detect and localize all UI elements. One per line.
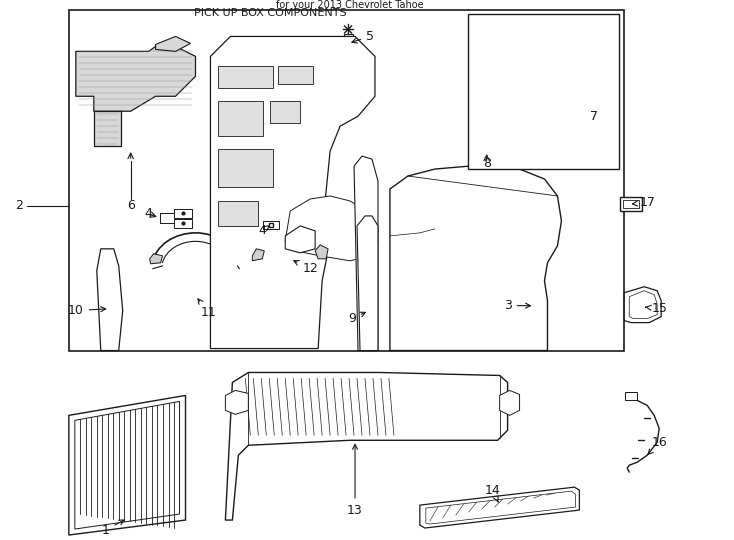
Polygon shape bbox=[156, 36, 191, 51]
Bar bbox=[219, 102, 264, 136]
Text: PICK UP BOX COMPONENTS: PICK UP BOX COMPONENTS bbox=[194, 8, 346, 17]
Bar bbox=[623, 200, 639, 208]
Text: 4: 4 bbox=[145, 207, 153, 220]
Text: 12: 12 bbox=[294, 261, 318, 275]
Bar bbox=[468, 14, 619, 169]
Text: 17: 17 bbox=[633, 197, 655, 210]
Polygon shape bbox=[390, 166, 562, 350]
Polygon shape bbox=[75, 401, 180, 529]
Text: 11: 11 bbox=[198, 299, 217, 319]
Text: 5: 5 bbox=[352, 30, 374, 43]
Polygon shape bbox=[225, 373, 508, 520]
Text: 10: 10 bbox=[68, 304, 106, 317]
Polygon shape bbox=[150, 254, 163, 264]
Bar bbox=[620, 197, 642, 211]
Bar bbox=[529, 82, 537, 106]
Bar bbox=[219, 149, 273, 187]
Polygon shape bbox=[420, 487, 579, 528]
Polygon shape bbox=[495, 17, 512, 156]
Bar bbox=[515, 71, 526, 111]
Bar bbox=[344, 35, 353, 50]
Polygon shape bbox=[315, 245, 328, 259]
Polygon shape bbox=[624, 287, 661, 322]
Bar bbox=[69, 10, 624, 350]
Text: 2: 2 bbox=[15, 199, 23, 212]
Polygon shape bbox=[354, 156, 378, 350]
Polygon shape bbox=[629, 291, 657, 319]
Text: 15: 15 bbox=[646, 302, 667, 315]
Text: 4: 4 bbox=[258, 225, 269, 238]
Polygon shape bbox=[97, 249, 123, 350]
Polygon shape bbox=[500, 390, 520, 415]
Bar bbox=[270, 102, 300, 123]
Bar bbox=[278, 66, 313, 84]
Text: for your 2013 Chevrolet Tahoe: for your 2013 Chevrolet Tahoe bbox=[276, 0, 424, 10]
Polygon shape bbox=[357, 216, 378, 350]
Polygon shape bbox=[76, 46, 195, 111]
Polygon shape bbox=[286, 196, 378, 261]
Text: 16: 16 bbox=[648, 436, 667, 454]
Text: 6: 6 bbox=[127, 199, 134, 212]
Text: 13: 13 bbox=[347, 444, 363, 517]
Text: 14: 14 bbox=[484, 484, 501, 502]
Bar bbox=[173, 209, 192, 218]
Polygon shape bbox=[94, 111, 120, 146]
Polygon shape bbox=[426, 491, 575, 524]
Polygon shape bbox=[211, 36, 375, 348]
Bar bbox=[219, 201, 258, 226]
Polygon shape bbox=[472, 17, 492, 163]
Bar bbox=[542, 106, 548, 124]
Text: 3: 3 bbox=[504, 299, 531, 312]
Polygon shape bbox=[225, 390, 248, 414]
Bar bbox=[219, 66, 273, 89]
Text: 9: 9 bbox=[348, 312, 366, 325]
Text: 1: 1 bbox=[102, 520, 124, 537]
Text: 7: 7 bbox=[590, 110, 598, 123]
Polygon shape bbox=[252, 249, 264, 261]
Polygon shape bbox=[286, 226, 315, 253]
Bar bbox=[173, 219, 192, 228]
Text: 8: 8 bbox=[483, 157, 490, 170]
Polygon shape bbox=[69, 395, 186, 535]
Bar bbox=[264, 221, 279, 229]
Bar bbox=[625, 393, 637, 400]
